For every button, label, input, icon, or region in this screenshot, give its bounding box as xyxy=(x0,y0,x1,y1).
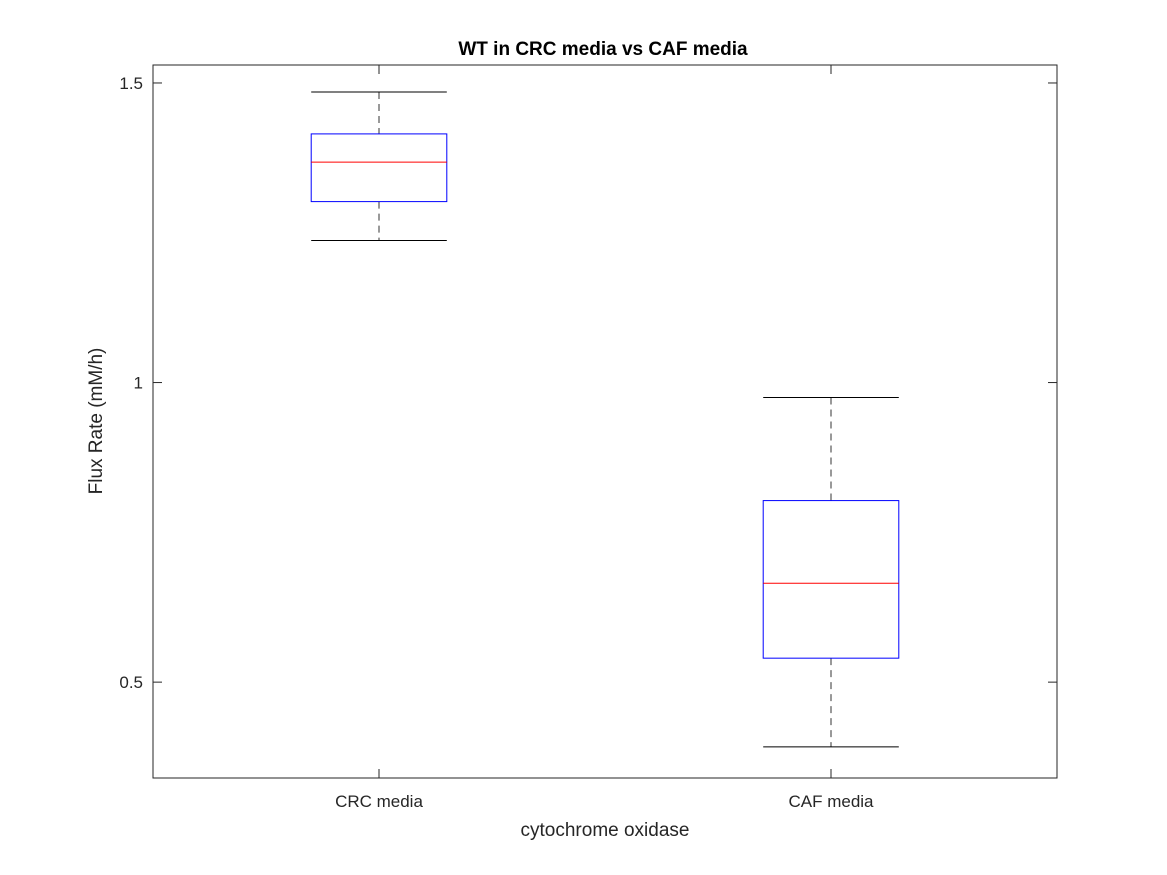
y-axis: 0.5 1 1.5 xyxy=(119,74,1057,692)
x-tick-label: CRC media xyxy=(335,792,423,811)
box-caf-media xyxy=(762,397,900,748)
x-axis: CRC media CAF media xyxy=(335,65,874,811)
iqr-box xyxy=(310,133,448,203)
x-axis-label: cytochrome oxidase xyxy=(521,820,690,841)
y-tick-label: 1.5 xyxy=(119,74,143,93)
box-series xyxy=(310,91,900,748)
plot-area xyxy=(152,64,1058,779)
y-tick-label: 0.5 xyxy=(119,673,143,692)
chart-title: WT in CRC media vs CAF media xyxy=(458,39,748,60)
y-tick-label: 1 xyxy=(134,374,143,393)
x-tick-label: CAF media xyxy=(788,792,874,811)
box-crc-media xyxy=(310,91,448,242)
y-axis-label: Flux Rate (mM/h) xyxy=(86,348,107,495)
iqr-box xyxy=(762,500,900,659)
